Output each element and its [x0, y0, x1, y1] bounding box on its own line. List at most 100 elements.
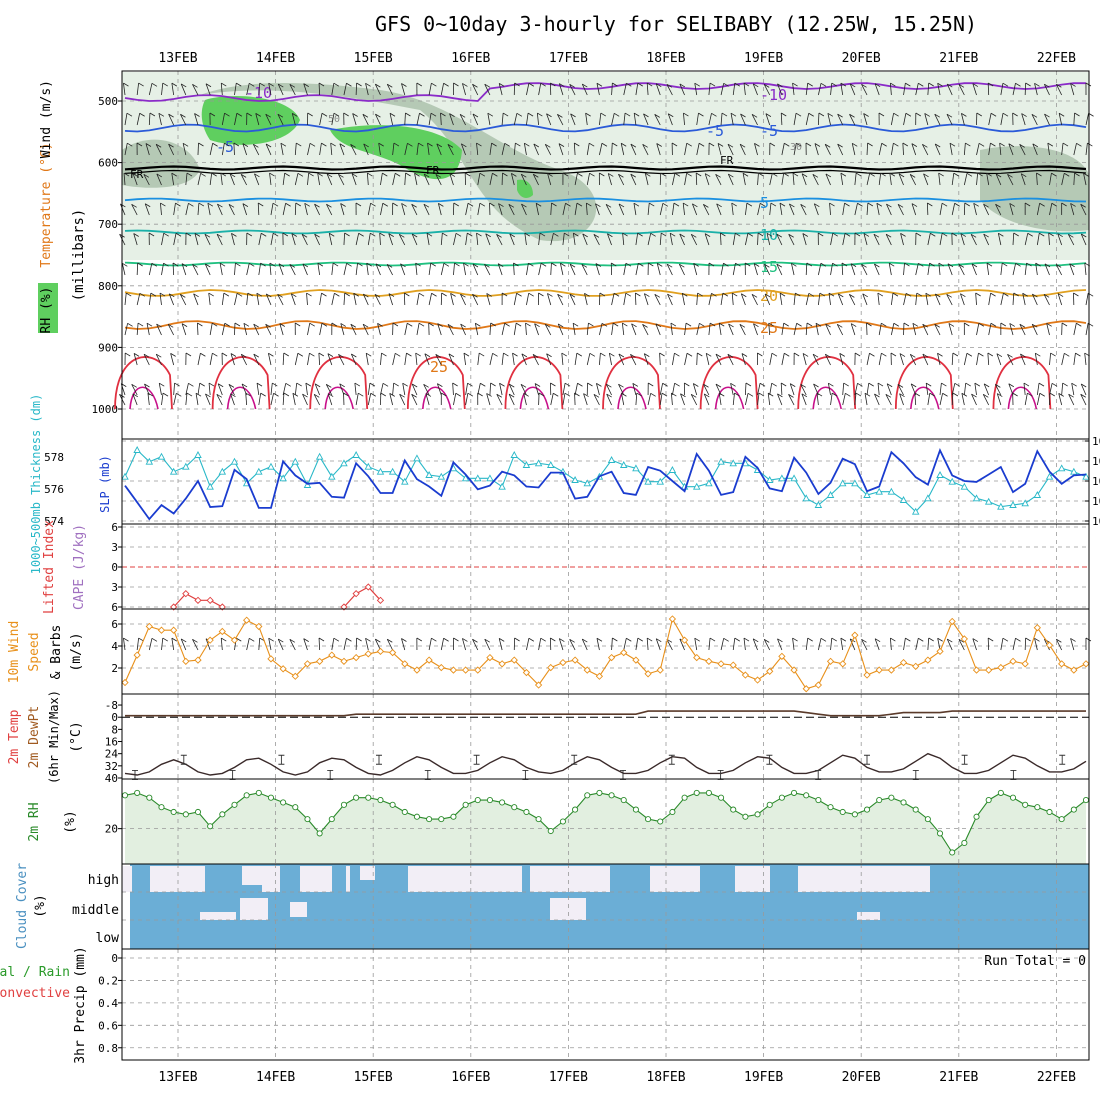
rh2m-marker	[572, 807, 577, 812]
wind-barb	[319, 638, 320, 650]
rh2m-marker	[293, 805, 298, 810]
wind-barb-flag	[187, 393, 192, 396]
rh2m-marker	[439, 817, 444, 822]
wind-barb	[745, 383, 746, 395]
minmax-marker	[962, 755, 968, 764]
wind-barb-flag	[125, 353, 130, 356]
rh2m-marker	[244, 793, 249, 798]
wind-barb	[988, 83, 989, 95]
y-tick-label: 1012	[1092, 435, 1100, 448]
thickness-marker	[1059, 465, 1065, 471]
wind-barb	[368, 383, 370, 395]
wind-barb	[393, 383, 394, 395]
wind-barb	[928, 638, 929, 650]
wind-barb	[989, 293, 991, 305]
wind-barb	[137, 263, 138, 275]
wind-barb	[160, 293, 161, 305]
y-tick-label: 8	[111, 723, 118, 736]
wind-barb	[940, 383, 941, 395]
rh2m-marker	[864, 807, 869, 812]
rh2m-marker	[390, 802, 395, 807]
wind-barb	[1074, 323, 1076, 335]
cloud-gap	[798, 866, 930, 892]
y-tick-label: 1000	[92, 403, 119, 416]
wind-speed-marker	[329, 652, 335, 658]
wind-barb-flag	[953, 353, 958, 356]
contour-label: 5	[760, 194, 769, 212]
wind-barb-flag	[274, 393, 279, 396]
minmax-marker	[864, 755, 870, 764]
wind-barb-flag	[416, 353, 421, 356]
temp-line	[125, 754, 1086, 775]
wind-barb-flag	[784, 323, 789, 326]
cloud-gap	[200, 912, 236, 920]
wind-barb-flag	[612, 638, 617, 641]
rh2m-marker	[706, 790, 711, 795]
wind-barb	[770, 353, 772, 365]
wind-barb	[393, 353, 396, 365]
rh2m-marker	[950, 850, 955, 855]
wind-barb-flag	[221, 638, 226, 641]
wind10m-panel: 246	[111, 609, 1091, 694]
y-tick-label: 3	[111, 541, 118, 554]
wind-barb-flag	[832, 638, 837, 641]
wind-barb	[221, 638, 222, 650]
wind-barb	[938, 353, 940, 365]
wind-barb	[526, 323, 527, 335]
y-tick-label: 3	[111, 581, 118, 594]
wind-barb-flag	[553, 393, 558, 396]
wind-barb	[660, 353, 661, 365]
wind-barb-flag	[565, 383, 570, 386]
wind-barb	[988, 638, 989, 650]
cloud-level-label: middle	[72, 903, 119, 918]
wind-barb	[490, 353, 493, 365]
wind-barb-flag	[807, 323, 812, 326]
wind-barb	[514, 323, 516, 335]
wind-barb-flag	[1039, 383, 1044, 386]
rh2m-panel: 20	[105, 779, 1089, 864]
rh2m-marker	[998, 790, 1003, 795]
wind-barb	[198, 353, 200, 365]
wind-barb	[843, 393, 846, 405]
wind-barb	[319, 353, 320, 365]
wind-barb-flag	[772, 353, 777, 356]
wind-barb-flag	[697, 353, 702, 356]
thickness-marker	[511, 452, 517, 458]
panel-label: RH (%)	[39, 287, 54, 334]
wind-barb-flag	[382, 353, 387, 356]
panel-label: (%)	[33, 894, 48, 917]
wind-barb	[513, 353, 515, 365]
thickness-marker	[961, 484, 967, 490]
wind-barb	[514, 293, 516, 305]
wind-barb	[806, 638, 808, 650]
panel-label: CAPE (J/kg)	[72, 524, 87, 610]
wind-barb-flag	[404, 293, 409, 296]
wind-barb-flag	[355, 383, 360, 386]
wind-barb	[962, 393, 964, 405]
wind-barb-flag	[590, 353, 595, 356]
wind-barb-flag	[857, 383, 862, 386]
precip-label-total: Total / Rain	[0, 965, 70, 980]
rh2m-marker	[731, 807, 736, 812]
warm-contour-25	[115, 357, 172, 409]
rh2m-marker	[147, 795, 152, 800]
cloud-gap	[735, 866, 770, 892]
y-tick-label: 1008	[1092, 475, 1100, 488]
wind-barb	[1074, 353, 1076, 365]
wind-speed-marker	[244, 617, 250, 623]
wind-barb	[867, 383, 869, 395]
thickness-marker	[292, 459, 298, 465]
wind-barb-flag	[1050, 393, 1055, 396]
wind-barb-flag	[588, 323, 593, 326]
wind-barb	[234, 293, 237, 305]
minmax-marker	[474, 755, 480, 764]
panel-label: 10m Wind	[7, 621, 22, 684]
wind-barb	[295, 353, 298, 365]
wind-speed-marker	[998, 665, 1004, 671]
contour-label: FR	[720, 154, 734, 167]
date-label-top: 14FEB	[256, 51, 295, 66]
wind-barb	[1001, 263, 1002, 275]
y-tick-label: 0.2	[98, 974, 118, 987]
wind-barb	[889, 263, 891, 275]
